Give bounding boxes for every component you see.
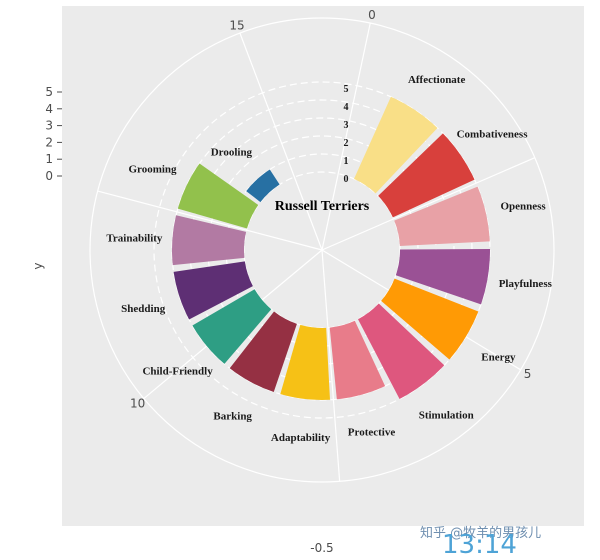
bar-child-friendly	[192, 289, 272, 364]
category-label: Affectionate	[408, 74, 466, 86]
spoke-line	[321, 249, 341, 482]
y-tick-label: 3	[45, 119, 53, 133]
category-label: Openness	[500, 200, 546, 212]
theta-tick-label: 15	[229, 19, 244, 33]
bar-combativeness	[378, 133, 475, 218]
theta-tick-label: 0	[368, 8, 376, 22]
category-label: Shedding	[121, 303, 166, 315]
category-label: Child-Friendly	[142, 365, 213, 377]
category-label: Stimulation	[419, 409, 474, 421]
ring-label: 0	[344, 174, 349, 185]
y-axis-title: y	[31, 262, 45, 269]
category-label: Adaptability	[271, 432, 331, 444]
bar-affectionate	[353, 96, 438, 194]
bar-protective	[329, 320, 386, 400]
ring-label: 2	[344, 138, 349, 149]
spoke-line	[97, 190, 323, 251]
spoke-line	[239, 32, 323, 251]
y-tick-label: 5	[45, 85, 53, 99]
theta-tick-label: 10	[130, 397, 145, 411]
bar-openness	[394, 186, 490, 246]
y-tick-label: 2	[45, 135, 53, 149]
bar-shedding	[173, 261, 253, 320]
category-label: Barking	[213, 410, 252, 422]
x-axis-title: -0.5	[310, 541, 333, 555]
labels-layer: Affectionate Combativeness Openness Playful…	[106, 74, 552, 444]
spoke-line	[321, 157, 536, 251]
category-label: Protective	[348, 426, 396, 438]
bar-adaptability	[280, 324, 330, 401]
bars-layer	[172, 96, 490, 401]
center-title: Russell Terriers	[275, 199, 370, 214]
category-label: Energy	[481, 351, 516, 363]
bar-energy	[381, 278, 479, 360]
ring-label: 5	[344, 84, 349, 95]
theta-tick-label: 5	[524, 367, 532, 381]
watermark-text: 知乎 @牧羊的男孩儿	[420, 526, 542, 541]
y-tick-label: 1	[45, 152, 53, 166]
ring-label: 3	[344, 120, 349, 131]
spoke-line	[321, 22, 371, 251]
category-label: Grooming	[128, 164, 177, 176]
category-label: Combativeness	[457, 129, 529, 141]
bar-barking	[229, 311, 297, 393]
ring-label: 1	[344, 156, 349, 167]
category-label: Drooling	[211, 146, 253, 158]
ring-label: 4	[344, 102, 349, 113]
bar-stimulation	[358, 303, 445, 400]
category-label: Trainability	[106, 232, 163, 244]
bar-trainability	[172, 215, 247, 266]
category-label: Playfulness	[499, 278, 553, 290]
bar-playfulness	[395, 249, 490, 305]
watermark-time: 13:14	[442, 530, 517, 560]
y-tick-label: 4	[45, 102, 53, 116]
bar-grooming	[177, 163, 259, 229]
y-tick-label: 0	[45, 169, 53, 183]
outer-grid-circle	[89, 17, 555, 483]
bar-drooling	[246, 169, 280, 203]
